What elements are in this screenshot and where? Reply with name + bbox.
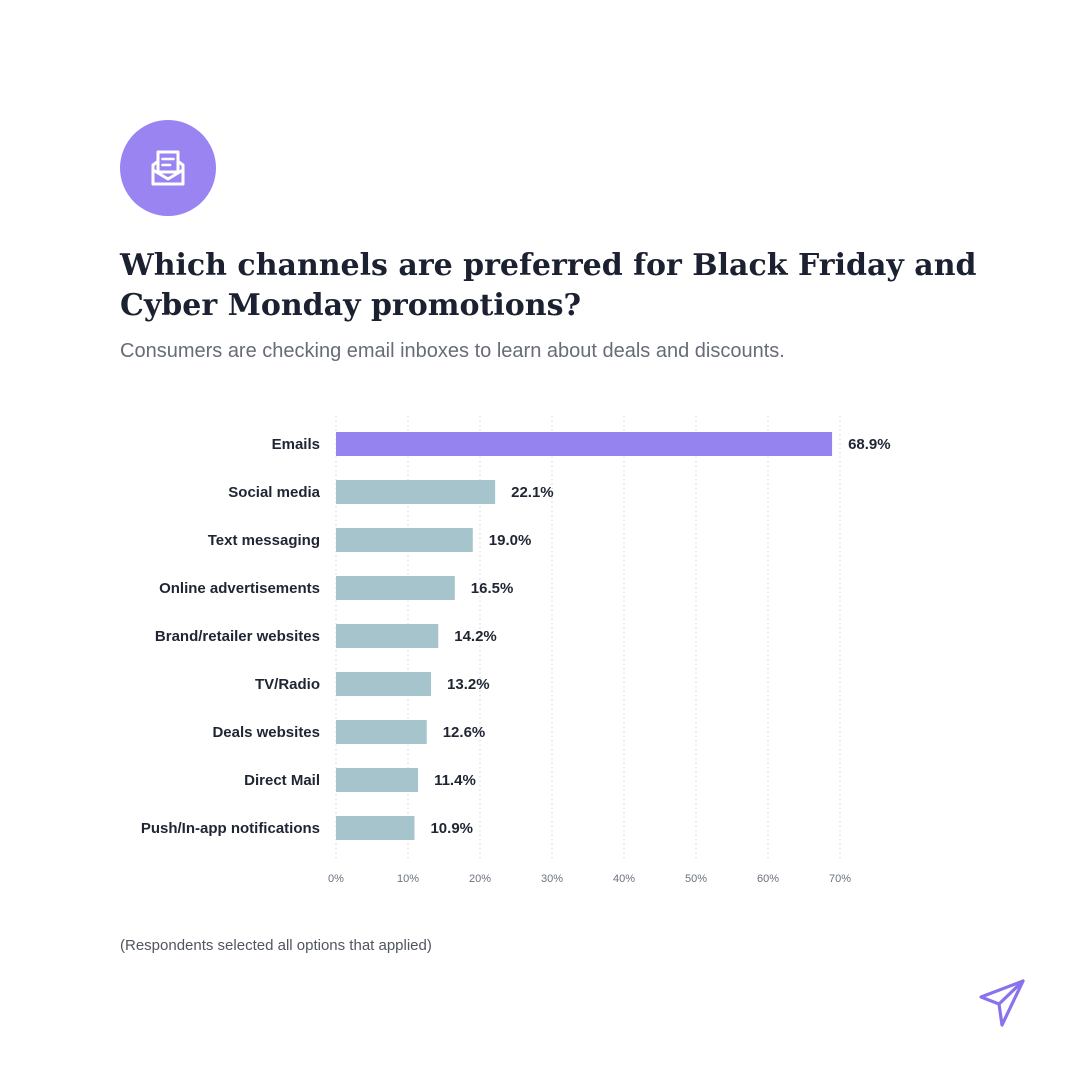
- x-tick-label: 30%: [541, 873, 563, 885]
- x-tick-label: 0%: [328, 873, 344, 885]
- bar: [336, 624, 439, 648]
- paper-plane-icon: [979, 979, 1025, 1027]
- value-label: 13.2%: [447, 676, 490, 693]
- page-title: Which channels are preferred for Black F…: [120, 248, 977, 323]
- category-label: Social media: [228, 484, 320, 501]
- category-label: Online advertisements: [159, 580, 320, 597]
- envelope-letter-icon: [151, 150, 185, 186]
- bar: [336, 768, 419, 792]
- bar: [336, 672, 432, 696]
- bar: [336, 576, 455, 600]
- value-label: 10.9%: [430, 820, 473, 837]
- value-label: 22.1%: [511, 484, 554, 501]
- x-tick-label: 40%: [613, 873, 635, 885]
- footnote: (Respondents selected all options that a…: [120, 937, 432, 954]
- x-tick-label: 70%: [829, 873, 851, 885]
- value-label: 12.6%: [443, 724, 486, 741]
- value-label: 16.5%: [471, 580, 514, 597]
- bar: [336, 432, 833, 456]
- value-label: 11.4%: [434, 772, 476, 789]
- x-tick-label: 60%: [757, 873, 779, 885]
- category-label: Text messaging: [208, 532, 320, 549]
- value-label: 68.9%: [848, 436, 891, 453]
- bar: [336, 528, 473, 552]
- category-label: TV/Radio: [255, 676, 320, 693]
- x-tick-label: 20%: [469, 873, 491, 885]
- bar-chart: 0% 10% 20% 30% 40% 50% 60% 70% Emails 68.9% Social…: [141, 416, 891, 885]
- header-icon-badge: [120, 120, 216, 216]
- x-tick-label: 50%: [685, 873, 707, 885]
- category-label: Direct Mail: [244, 772, 320, 789]
- category-label: Push/In-app notifications: [141, 820, 320, 837]
- page-subtitle: Consumers are checking email inboxes to …: [120, 340, 785, 362]
- bar: [336, 816, 415, 840]
- bar: [336, 480, 496, 504]
- value-label: 19.0%: [489, 532, 532, 549]
- category-label: Emails: [272, 436, 320, 453]
- category-label: Deals websites: [212, 724, 320, 741]
- x-tick-label: 10%: [397, 873, 419, 885]
- value-label: 14.2%: [454, 628, 497, 645]
- category-label: Brand/retailer websites: [155, 628, 320, 645]
- bar: [336, 720, 427, 744]
